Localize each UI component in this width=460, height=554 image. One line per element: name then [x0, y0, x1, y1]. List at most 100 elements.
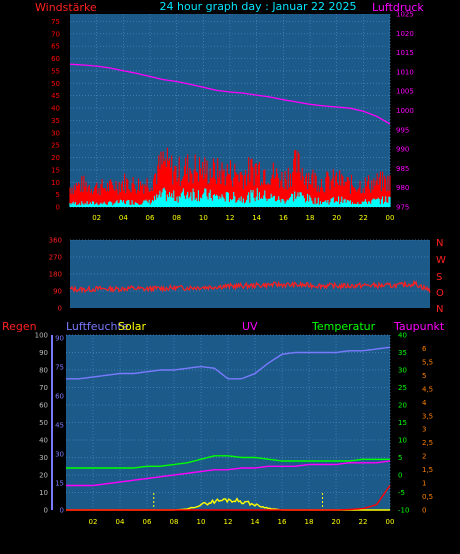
x-tick-label: 12 [224, 518, 233, 526]
taupunkt-label: Taupunkt [393, 320, 445, 333]
wind-tick-label: 35 [51, 117, 60, 125]
panel1-ticks: 7570656055504540353025201510501025102010… [51, 11, 414, 223]
pressure-tick-label: 1010 [396, 68, 414, 76]
wind-tick-label: 60 [51, 55, 60, 63]
regen-tick-label: 90 [39, 349, 48, 357]
x-tick-label: 20 [332, 214, 341, 222]
pressure-tick-label: 975 [396, 204, 409, 212]
wind-tick-label: 70 [51, 30, 60, 38]
x-tick-label: 04 [119, 214, 128, 222]
rain-line [66, 485, 391, 511]
x-tick-label: 14 [252, 214, 261, 222]
panel3-plot [66, 346, 391, 511]
direction-line [69, 279, 431, 294]
wind-tick-label: 25 [51, 142, 60, 150]
taupunkt-tick-label: 5,5 [422, 358, 433, 366]
pressure-tick-label: 1005 [396, 88, 414, 96]
regen-tick-label: 70 [39, 384, 48, 392]
uv-line [66, 460, 391, 487]
wind-tick-label: 55 [51, 67, 60, 75]
taupunkt-tick-label: 6 [422, 345, 427, 353]
luftfeuchte-tick-label: 0 [60, 507, 64, 515]
taupunkt-tick-label: 0 [422, 507, 426, 515]
wind-tick-label: 50 [51, 80, 60, 88]
wind-tick-label: 0 [56, 204, 60, 212]
luftfeuchte-tick-label: 90 [55, 335, 64, 343]
x-tick-label: 22 [359, 214, 368, 222]
temperatur-tick-label: 35 [398, 349, 407, 357]
chart-title: 24 hour graph day : Januar 22 2025 [160, 0, 357, 13]
wind-pressure-panel: 7570656055504540353025201510501025102010… [51, 11, 414, 223]
wind-tick-label: 5 [56, 191, 60, 199]
regen-tick-label: 10 [39, 489, 48, 497]
temperatur-tick-label: 15 [398, 419, 407, 427]
x-tick-label: 18 [306, 214, 315, 222]
temperature-line [66, 455, 390, 469]
direction-tick-label: 360 [49, 237, 62, 245]
wind-tick-label: 65 [51, 43, 60, 51]
direction-tick-label: 0 [58, 305, 62, 313]
regen-tick-label: 60 [39, 402, 48, 410]
x-tick-label: 14 [251, 518, 260, 526]
panel2-plot [69, 279, 431, 294]
temperatur-tick-label: 10 [398, 437, 407, 445]
temperatur-tick-label: -10 [398, 507, 409, 515]
wind-tick-label: 30 [51, 129, 60, 137]
compass-label: N [436, 238, 443, 249]
windstaerke-label: Windstärke [35, 1, 97, 14]
x-tick-label: 18 [305, 518, 314, 526]
temperatur-label: Temperatur [311, 320, 376, 333]
pressure-tick-label: 990 [396, 146, 409, 154]
solar-label: Solar [118, 320, 147, 333]
pressure-line [69, 63, 391, 125]
gust-bars [69, 147, 391, 207]
regen-label: Regen [2, 320, 37, 333]
panel2-grid [70, 239, 430, 292]
pressure-tick-label: 1015 [396, 49, 414, 57]
direction-tick-label: 270 [49, 254, 62, 262]
x-tick-label: 22 [359, 518, 368, 526]
luftfeuchte-tick-label: 45 [55, 422, 64, 430]
uv-label: UV [242, 320, 258, 333]
luftfeuchte-tick-label: 75 [55, 364, 64, 372]
direction-tick-label: 90 [53, 288, 62, 296]
luftdruck-label: Luftdruck [372, 1, 424, 14]
x-tick-label: 08 [170, 518, 179, 526]
x-tick-label: 00 [386, 518, 395, 526]
regen-tick-label: 0 [44, 507, 48, 515]
pressure-tick-label: 1025 [396, 11, 414, 19]
taupunkt-tick-label: 2 [422, 453, 426, 461]
regen-tick-label: 40 [39, 437, 48, 445]
temperatur-tick-label: 30 [398, 367, 407, 375]
humidity-line [66, 346, 391, 380]
panel1-plot [69, 63, 391, 207]
regen-tick-label: 80 [39, 367, 48, 375]
taupunkt-tick-label: 4,5 [422, 385, 433, 393]
x-tick-label: 16 [279, 214, 288, 222]
pressure-tick-label: 980 [396, 184, 409, 192]
luftfeuchte-tick-label: 30 [55, 451, 64, 459]
temperatur-tick-label: 5 [398, 454, 402, 462]
regen-tick-label: 30 [39, 454, 48, 462]
temperatur-tick-label: -5 [398, 489, 405, 497]
luftfeuchte-label: Luftfeuchte [66, 320, 129, 333]
wind-tick-label: 45 [51, 92, 60, 100]
taupunkt-tick-label: 0,5 [422, 493, 433, 501]
compass-label: W [436, 255, 446, 266]
pressure-tick-label: 995 [396, 126, 409, 134]
x-tick-label: 12 [226, 214, 235, 222]
compass-label: N [436, 304, 443, 315]
temperatur-tick-label: 0 [398, 472, 402, 480]
taupunkt-tick-label: 2,5 [422, 439, 433, 447]
wind-tick-label: 15 [51, 166, 60, 174]
temperatur-tick-label: 20 [398, 402, 407, 410]
regen-tick-label: 20 [39, 472, 48, 480]
wind-bars [69, 187, 391, 207]
x-tick-label: 02 [89, 518, 98, 526]
taupunkt-tick-label: 5 [422, 372, 426, 380]
x-tick-label: 06 [143, 518, 152, 526]
wind-tick-label: 40 [51, 105, 60, 113]
